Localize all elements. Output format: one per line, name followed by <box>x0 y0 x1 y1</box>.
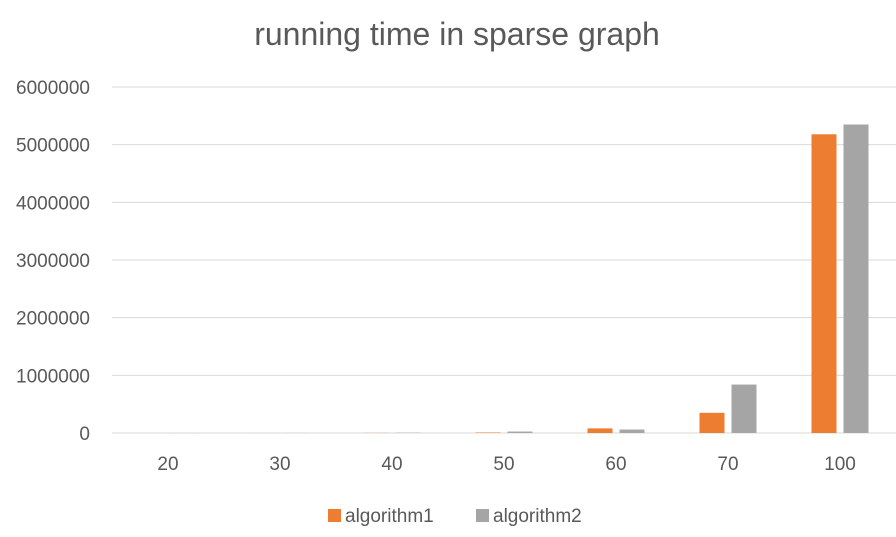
bar-algorithm2-50 <box>507 431 533 433</box>
bar-algorithm1-70 <box>699 412 725 433</box>
y-tick-label: 4000000 <box>16 193 90 214</box>
y-tick-label: 5000000 <box>16 136 90 157</box>
legend: algorithm1 algorithm2 <box>328 506 582 527</box>
gridlines <box>112 86 896 434</box>
x-tick-label: 50 <box>493 454 514 475</box>
y-tick-label: 0 <box>79 424 90 445</box>
x-tick-label: 20 <box>157 454 178 475</box>
x-tick-label: 100 <box>824 454 856 475</box>
bar-algorithm1-50 <box>475 432 501 433</box>
y-tick-label: 6000000 <box>16 78 90 99</box>
legend-label: algorithm1 <box>345 506 434 527</box>
bar-algorithm1-100 <box>811 134 837 433</box>
x-tick-label: 60 <box>605 454 626 475</box>
x-tick-label: 30 <box>269 454 290 475</box>
y-tick-label: 3000000 <box>16 251 90 272</box>
bar-algorithm2-100 <box>843 124 869 433</box>
x-tick-label: 70 <box>717 454 738 475</box>
x-tick-label: 40 <box>381 454 402 475</box>
bars <box>139 124 869 433</box>
legend-swatch-algorithm1 <box>328 509 341 522</box>
legend-swatch-algorithm2 <box>476 509 489 522</box>
y-tick-label: 1000000 <box>16 366 90 387</box>
legend-label: algorithm2 <box>493 506 582 527</box>
bar-algorithm2-60 <box>619 429 645 433</box>
chart-title: running time in sparse graph <box>254 16 660 52</box>
y-axis-ticks: 0 1000000 2000000 3000000 4000000 5000000 6000… <box>16 78 90 445</box>
x-axis-ticks: 20 30 40 50 60 70 100 <box>157 454 855 475</box>
bar-algorithm1-60 <box>587 428 613 433</box>
bar-algorithm2-70 <box>731 384 757 433</box>
y-tick-label: 2000000 <box>16 309 90 330</box>
